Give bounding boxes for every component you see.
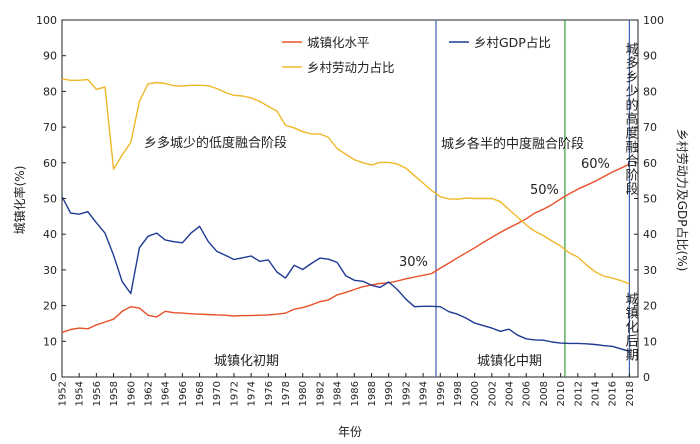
legend: 城镇化水平 乡村GDP占比 乡村劳动力占比 [282, 35, 551, 75]
x-tick-label: 1984 [333, 381, 344, 406]
y-tick-right-label: 90 [643, 50, 657, 63]
x-tick-label: 1962 [143, 381, 154, 406]
y-tick-left-label: 40 [43, 228, 57, 241]
y-tick-left-label: 100 [36, 14, 57, 27]
pct60-label: 60% [581, 157, 610, 172]
legend-label-rural-labor: 乡村劳动力占比 [307, 60, 395, 75]
stage-mid-label: 城乡各半的中度融合阶段 [441, 136, 584, 152]
x-tick-label: 2000 [470, 381, 481, 406]
y-axis-right: 0 10 20 30 40 50 60 70 80 90 100 [634, 14, 664, 384]
rural-gdp-line [61, 196, 630, 352]
x-tick-label: 1986 [350, 381, 361, 406]
x-tick-label: 1968 [195, 381, 206, 406]
y-tick-right-label: 50 [643, 193, 657, 206]
x-tick-label: 1952 [58, 381, 69, 406]
x-tick-label: 1974 [247, 381, 258, 406]
x-tick-label: 1970 [212, 381, 223, 406]
y-tick-left-label: 10 [43, 335, 57, 348]
x-tick-label: 1976 [264, 381, 275, 406]
y-tick-right-label: 40 [643, 228, 657, 241]
x-tick-label: 1988 [367, 381, 378, 406]
x-tick-label: 2016 [608, 381, 619, 406]
x-tick-label: 2010 [556, 381, 567, 406]
x-tick-label: 1960 [126, 381, 137, 406]
y-tick-right-label: 60 [643, 157, 657, 170]
x-tick-label: 2012 [573, 381, 584, 406]
y-tick-right-label: 100 [643, 14, 664, 27]
y-tick-left-label: 0 [50, 371, 57, 384]
y-axis-right-label: 乡村劳动力及GDP占比(%) [675, 129, 690, 272]
y-tick-left-label: 50 [43, 193, 57, 206]
legend-label-rural-gdp: 乡村GDP占比 [474, 35, 551, 50]
x-axis-label: 年份 [338, 425, 362, 439]
series-lines [61, 78, 630, 352]
y-axis-left: 0 10 20 30 40 50 60 70 80 90 100 [36, 14, 66, 384]
y-tick-right-label: 80 [643, 85, 657, 98]
x-tick-label: 1964 [161, 381, 172, 406]
y-axis-left-label: 城镇化率(%) [12, 166, 27, 235]
x-tick-label: 2008 [539, 381, 550, 406]
y-tick-left-label: 30 [43, 264, 57, 277]
x-tick-label: 1958 [109, 381, 120, 406]
x-tick-label: 2006 [522, 381, 533, 406]
x-axis: 1952 1954 1956 1958 1960 1962 1964 1966 1968 1970… [58, 373, 636, 406]
x-tick-label: 2002 [487, 381, 498, 406]
x-tick-label: 1956 [92, 381, 103, 406]
rural-labor-line [61, 78, 630, 285]
stage-late-label: 城多乡少的高度融合阶段 [623, 42, 639, 196]
pct50-label: 50% [530, 183, 559, 198]
period-mid-label: 城镇化中期 [477, 354, 542, 369]
y-tick-right-label: 20 [643, 300, 657, 313]
x-tick-label: 1954 [75, 381, 86, 406]
x-tick-label: 1966 [178, 381, 189, 406]
period-late-label: 城镇化后期 [623, 292, 639, 362]
x-tick-label: 2004 [505, 381, 516, 406]
x-tick-label: 1972 [229, 381, 240, 406]
y-tick-right-label: 0 [643, 371, 650, 384]
x-tick-label: 1992 [401, 381, 412, 406]
stage-early-label: 乡多城少的低度融合阶段 [144, 135, 287, 151]
y-tick-left-label: 80 [43, 85, 57, 98]
x-tick-label: 1994 [419, 381, 430, 406]
x-tick-label: 1980 [298, 381, 309, 406]
x-tick-label: 2014 [591, 381, 602, 406]
y-tick-right-label: 10 [643, 335, 657, 348]
x-tick-label: 2018 [625, 381, 636, 406]
y-tick-left-label: 20 [43, 300, 57, 313]
period-early-label: 城镇化初期 [214, 354, 279, 369]
y-tick-right-label: 70 [643, 121, 657, 134]
y-tick-left-label: 90 [43, 50, 57, 63]
y-tick-left-label: 60 [43, 157, 57, 170]
x-tick-label: 1990 [384, 381, 395, 406]
legend-label-urbanization: 城镇化水平 [307, 35, 370, 50]
x-tick-label: 1996 [436, 381, 447, 406]
x-tick-label: 1998 [453, 381, 464, 406]
y-tick-left-label: 70 [43, 121, 57, 134]
y-tick-right-label: 30 [643, 264, 657, 277]
x-tick-label: 1978 [281, 381, 292, 406]
urbanization-line [61, 163, 630, 334]
x-tick-label: 1982 [315, 381, 326, 406]
period-lines [435, 20, 631, 377]
pct30-label: 30% [399, 255, 428, 270]
